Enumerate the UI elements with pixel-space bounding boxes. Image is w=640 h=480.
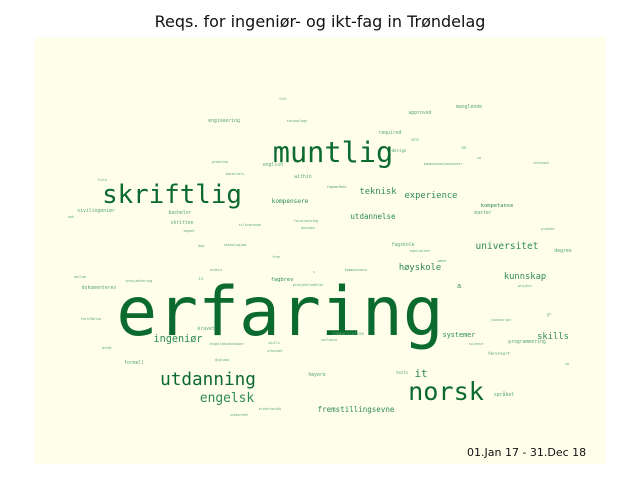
- word-15: fremstillingsevne: [318, 405, 395, 414]
- word-74: frem: [272, 255, 280, 259]
- word-27: within: [294, 174, 311, 180]
- word-5: utdanning: [160, 370, 256, 390]
- word-24: required: [378, 130, 401, 136]
- word-73: tegnet: [183, 229, 195, 233]
- word-57: javascript: [491, 318, 511, 322]
- word-69: tvfi: [279, 97, 287, 101]
- word-44: is: [199, 276, 204, 281]
- word-47: technology: [287, 119, 307, 123]
- word-67: prosjektering: [126, 279, 153, 283]
- word-76: mellom: [74, 275, 86, 279]
- word-77: bredt: [102, 346, 112, 350]
- word-83: s: [313, 270, 315, 274]
- word-30: sivilingeniør: [77, 208, 115, 214]
- word-11: kunnskap: [504, 272, 546, 282]
- word-68: forståelse: [81, 316, 101, 321]
- word-71: arbeid: [210, 268, 222, 272]
- word-54: tilsvarende: [239, 223, 261, 227]
- word-80: produkt: [541, 227, 555, 231]
- word-55: teknologiam: [224, 243, 246, 247]
- word-36: språket: [494, 391, 514, 398]
- word-cloud-words: erfaringmuntligskriftlignorskutdanningen…: [68, 97, 572, 417]
- word-32: dokumenteres: [82, 285, 117, 291]
- word-16: utdannelse: [350, 212, 396, 221]
- word-50: praktisk: [212, 160, 228, 164]
- word-20: kompetanse: [481, 203, 513, 209]
- word-10: høyskole: [399, 263, 441, 273]
- word-79: bok: [68, 215, 74, 219]
- word-33: kravet: [197, 326, 214, 332]
- word-6: engelsk: [200, 391, 255, 406]
- word-23: english: [263, 162, 283, 168]
- word-26: manglende: [456, 104, 482, 110]
- word-64: software: [321, 338, 337, 342]
- word-40: design: [392, 148, 407, 153]
- word-21: a: [457, 282, 461, 290]
- word-59: elektronikk: [259, 407, 281, 411]
- word-8: ingeniør: [153, 334, 202, 345]
- word-78: deg: [198, 244, 204, 248]
- word-61: diploma: [215, 358, 229, 362]
- word-45: færerkort: [488, 351, 511, 356]
- word-34: formell: [124, 360, 144, 366]
- word-41: are: [411, 137, 419, 142]
- word-29: skritten: [170, 220, 193, 226]
- word-66: project: [518, 284, 532, 288]
- word-31: master: [474, 210, 491, 216]
- word-43: tests: [396, 370, 409, 375]
- word-60: sikkerhet: [230, 413, 248, 417]
- word-87: c: [547, 314, 549, 318]
- word-13: experience: [405, 191, 458, 201]
- word-65: kommunisere: [345, 268, 367, 272]
- word-39: degree: [554, 248, 571, 254]
- word-52: fagområder: [327, 184, 347, 189]
- word-cloud-background: [35, 37, 606, 464]
- word-70: flere: [97, 178, 107, 182]
- word-85: ca: [477, 156, 481, 160]
- word-86: sg: [565, 362, 569, 366]
- word-4: norsk: [408, 377, 484, 406]
- word-3: skriftlig: [102, 180, 242, 210]
- word-7: it: [414, 367, 427, 380]
- word-18: kompensere: [272, 198, 309, 205]
- word-35: høyere: [308, 372, 325, 378]
- word-17: systemer: [443, 331, 476, 339]
- word-56: equivalent: [410, 249, 430, 253]
- date-range-label: 01.Jan 17 - 31.Dec 18: [467, 446, 587, 459]
- word-63: engelskkunnskaper: [210, 342, 245, 346]
- word-12: skills: [537, 332, 569, 342]
- word-58: science: [469, 342, 483, 346]
- word-84: ev: [547, 312, 551, 316]
- word-75: søker: [437, 259, 447, 263]
- word-53: forutsetning: [294, 219, 319, 223]
- word-9: universitet: [476, 241, 539, 252]
- word-51: materials: [226, 172, 244, 176]
- chart-title: Reqs. for ingeniør- og ikt-fag in Trønde…: [154, 12, 486, 31]
- word-49: relevant: [533, 161, 549, 165]
- word-28: bachelor: [168, 210, 191, 216]
- word-2: muntlig: [273, 135, 394, 169]
- word-1: erfaring: [116, 273, 444, 352]
- word-37: programmering: [508, 339, 546, 345]
- word-14: teknisk: [359, 187, 397, 197]
- word-46: communication: [332, 331, 365, 336]
- word-38: fagskole: [391, 242, 414, 248]
- word-82: arbeidet: [267, 349, 282, 353]
- word-25: approved: [408, 110, 431, 116]
- word-19: fagbrev: [271, 277, 294, 283]
- word-42: on: [462, 145, 467, 150]
- word-48: kommunikasjonsevner: [424, 162, 463, 166]
- word-72: skills: [268, 341, 280, 345]
- word-22: engineering: [208, 118, 240, 124]
- word-62: prosjektledelse: [293, 283, 324, 287]
- word-81: musiken: [301, 226, 315, 230]
